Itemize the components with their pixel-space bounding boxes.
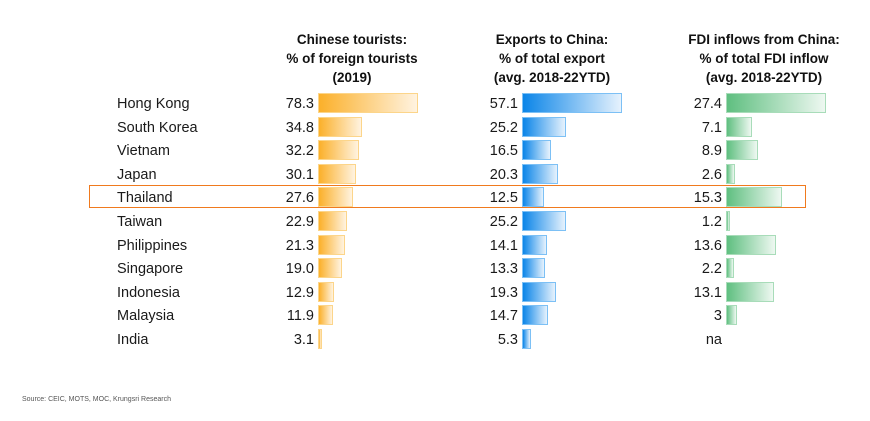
tourists-value-label: 32.2 [285,143,314,160]
tourists-bar-south-korea [318,116,363,137]
exports-value-label: 13.3 [489,261,518,278]
tourists-value-label: 27.6 [285,190,314,207]
header-line: (avg. 2018-22YTD) [493,70,611,85]
fdi-bar-taiwan [726,211,731,231]
country-label: Japan [117,166,157,183]
exports-bar-taiwan [522,211,567,231]
fdi-value-label: 8.9 [701,143,722,160]
country-label: Taiwan [117,214,163,230]
header-line: Exports to China: [495,32,609,47]
fdi-value-label: 13.1 [693,284,722,301]
exports-value-label: 16.5 [489,143,518,160]
fdi-bar-hong-kong [726,93,826,113]
tourists-value-label: 3.1 [293,332,314,348]
exports-value-label: 20.3 [489,166,518,183]
exports-value-label: 14.7 [489,308,518,325]
tourists-value-label: 22.9 [285,214,314,230]
tourists-value-label: 19.0 [285,261,314,278]
header-line: FDI inflows from China: [688,32,840,47]
fdi-value-label: na [705,332,722,348]
tourists-bar-singapore [318,258,343,279]
fdi-value-label: 27.4 [693,96,722,112]
tourists-bar-philippines [318,234,346,255]
tourists-bar-japan [318,163,357,184]
fdi-bar-south-korea [726,116,752,137]
tourists-bar-hong-kong [318,93,418,113]
fdi-value-label: 15.3 [693,190,722,207]
fdi-value-label: 2.6 [701,166,722,183]
tourists-bar-indonesia [318,281,335,302]
header-line: % of total FDI inflow [699,51,829,66]
country-label: Singapore [117,261,184,278]
exports-value-label: 14.1 [489,237,518,254]
fdi-bar-malaysia [726,305,737,326]
exports-value-label: 25.2 [489,214,518,230]
thailand-highlight-box [89,185,806,208]
header-exports-to-china: Exports to China: % of total export (avg… [462,30,642,87]
header-line: % of total export [499,51,605,66]
country-label: Vietnam [117,143,170,160]
header-chinese-tourists: Chinese tourists: % of foreign tourists … [262,30,442,87]
exports-bar-singapore [522,258,546,279]
country-label: Hong Kong [117,96,190,112]
exports-bar-thailand [522,187,544,208]
tourists-value-label: 11.9 [286,308,314,325]
exports-value-label: 5.3 [497,332,518,348]
exports-bar-vietnam [522,140,551,161]
tourists-value-label: 34.8 [285,119,314,136]
exports-value-label: 25.2 [489,119,518,136]
fdi-value-label: 7.1 [701,119,722,136]
fdi-value-label: 13.6 [693,237,722,254]
country-label: India [117,332,149,348]
source-note: Source: CEIC, MOTS, MOC, Krungsri Resear… [22,396,171,403]
fdi-bar-philippines [726,234,776,255]
tourists-bar-taiwan [318,211,348,231]
country-label: Philippines [117,237,188,254]
header-line: (avg. 2018-22YTD) [705,70,823,85]
exports-bar-south-korea [522,116,567,137]
tourists-bar-vietnam [318,140,360,161]
fdi-value-label: 1.2 [701,214,722,230]
fdi-bar-indonesia [726,281,774,302]
exports-bar-indonesia [522,281,556,302]
country-label: Indonesia [117,284,180,301]
exports-value-label: 12.5 [489,190,518,207]
fdi-value-label: 2.2 [701,261,722,278]
country-label: South Korea [117,119,198,136]
tourists-value-label: 21.3 [285,237,314,254]
tourists-value-label: 12.9 [285,284,314,301]
tourists-bar-india [318,329,322,349]
exports-bar-philippines [522,234,547,255]
tourists-value-label: 30.1 [285,166,314,183]
fdi-bar-singapore [726,258,735,279]
country-label: Malaysia [117,308,175,325]
tourists-bar-thailand [318,187,354,208]
header-line: Chinese tourists: [296,32,408,47]
header-fdi-inflows: FDI inflows from China: % of total FDI i… [664,30,864,87]
exports-bar-hong-kong [522,93,622,113]
fdi-bar-thailand [726,187,782,208]
fdi-value-label: 3 [713,308,722,325]
header-line: % of foreign tourists [286,51,418,66]
exports-bar-japan [522,163,558,184]
fdi-bar-japan [726,163,736,184]
exports-bar-malaysia [522,305,548,326]
fdi-bar-vietnam [726,140,759,161]
tourists-value-label: 78.3 [285,96,314,112]
exports-value-label: 57.1 [489,96,518,112]
exports-value-label: 19.3 [489,284,518,301]
header-line: (2019) [332,70,372,85]
country-label: Thailand [117,190,173,207]
exports-bar-india [522,329,532,349]
tourists-bar-malaysia [318,305,334,326]
